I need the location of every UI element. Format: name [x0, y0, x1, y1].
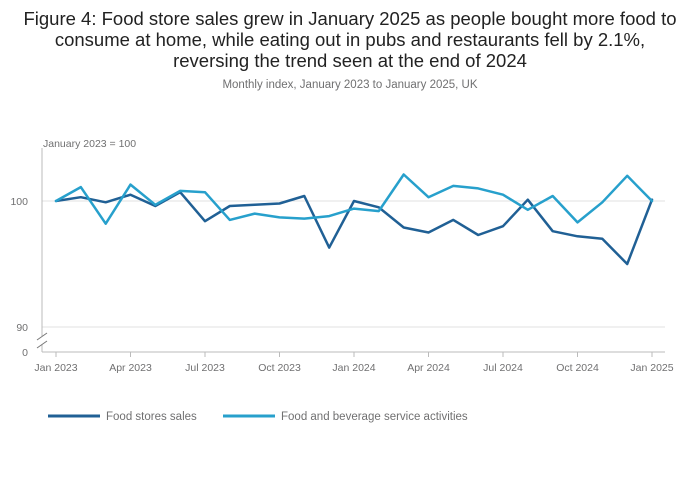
y-axis-label: January 2023 = 100	[43, 138, 136, 150]
axis-break-mark	[36, 340, 48, 349]
legend-food-stores-label: Food stores sales	[106, 411, 197, 423]
food-stores-sales-line	[54, 190, 654, 266]
x-tick-label: Apr 2023	[109, 362, 152, 374]
y-tick-label: 0	[22, 347, 28, 359]
food-beverage-services-line	[54, 173, 654, 225]
y-tick-label: 90	[16, 322, 28, 334]
x-tick-label: Jan 2024	[332, 362, 375, 374]
x-tick-label: Jan 2025	[630, 362, 673, 374]
axis-break-mark	[36, 332, 48, 341]
x-tick-label: Jan 2023	[34, 362, 77, 374]
chart-title: Figure 4: Food store sales grew in Janua…	[23, 8, 677, 71]
legend-food-beverage-label: Food and beverage service activities	[281, 411, 468, 423]
y-tick-label: 100	[10, 196, 28, 208]
x-tick-label: Jul 2024	[483, 362, 523, 374]
x-tick-label: Jul 2023	[185, 362, 225, 374]
x-tick-label: Apr 2024	[407, 362, 450, 374]
chart-subtitle: Monthly index, January 2023 to January 2…	[222, 79, 478, 91]
x-tick-label: Oct 2023	[258, 362, 301, 374]
x-tick-label: Oct 2024	[556, 362, 599, 374]
